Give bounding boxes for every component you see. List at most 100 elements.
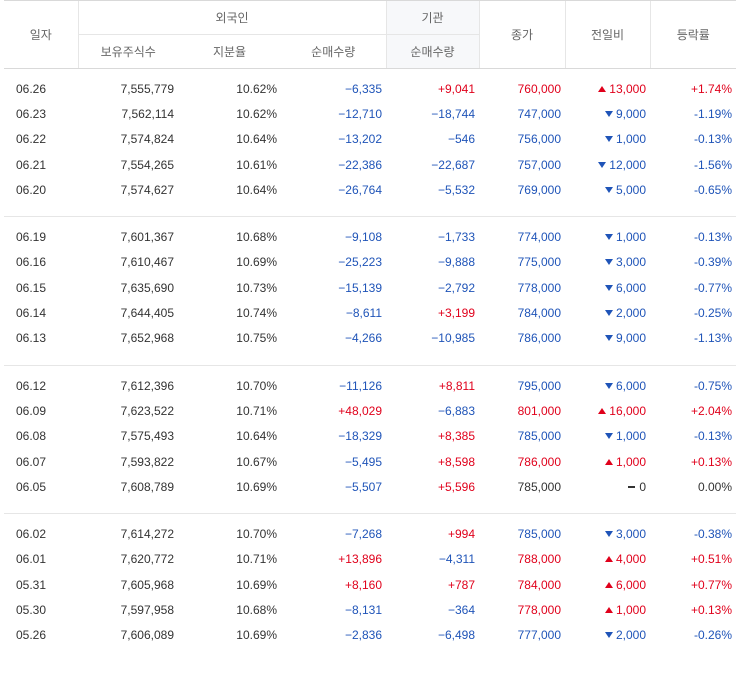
triangle-up-icon (604, 556, 613, 563)
foreign-net-cell: −5,507 (344, 479, 382, 494)
foreign-net-cell: +8,160 (344, 577, 382, 592)
change-cell: 1,000 (565, 449, 650, 474)
change-value: 4,000 (615, 552, 646, 567)
close-cell: 747,000 (517, 106, 561, 121)
triangle-down-icon (604, 531, 613, 538)
change-value: 2,000 (615, 306, 646, 321)
inst-net-cell: −6,498 (437, 628, 475, 643)
share-cell: 10.70% (236, 527, 277, 542)
date-cell: 06.09 (16, 403, 47, 418)
holdings-cell: 7,574,627 (120, 182, 174, 197)
date-cell: 06.14 (16, 306, 47, 321)
investor-trading-table: 일자 외국인 기관 종가 전일비 등락률 보유주식수 지분율 순매수량 순매수량… (4, 0, 736, 648)
share-cell: 10.71% (236, 403, 277, 418)
table-row: 06.19 7,601,367 10.68% −9,108 −1,733 774,000 1… (4, 224, 736, 249)
date-cell: 06.02 (16, 527, 47, 542)
group-divider (4, 499, 736, 515)
date-cell: 06.07 (16, 454, 47, 469)
change-cell: 13,000 (565, 76, 650, 101)
share-cell: 10.71% (236, 552, 277, 567)
rate-cell: +0.13% (690, 454, 732, 469)
table-row: 06.15 7,635,690 10.73% −15,139 −2,792 778,000… (4, 275, 736, 300)
table-row: 06.02 7,614,272 10.70% −7,268 +994 785,000 3,0… (4, 521, 736, 546)
change-value: 6,000 (615, 378, 646, 393)
share-cell: 10.68% (236, 602, 277, 617)
triangle-up-icon (604, 581, 613, 588)
inst-net-cell: +994 (447, 527, 475, 542)
inst-net-cell: −5,532 (437, 182, 475, 197)
triangle-down-icon (604, 632, 613, 639)
foreign-net-cell: +48,029 (338, 403, 382, 418)
date-cell: 06.12 (16, 378, 47, 393)
date-cell: 05.31 (16, 577, 47, 592)
change-cell: 5,000 (565, 177, 650, 202)
date-cell: 05.26 (16, 628, 47, 643)
rate-cell: -1.19% (693, 106, 732, 121)
change-cell: 12,000 (565, 152, 650, 177)
holdings-cell: 7,562,114 (121, 106, 175, 121)
triangle-down-icon (604, 136, 613, 143)
holdings-cell: 7,555,779 (120, 81, 174, 96)
rate-cell: -0.13% (693, 132, 732, 147)
close-cell: 801,000 (517, 403, 561, 418)
table-row: 05.30 7,597,958 10.68% −8,131 −364 778,000 1,0… (4, 597, 736, 622)
change-cell: 9,000 (565, 101, 650, 126)
foreign-net-cell: −5,495 (344, 454, 382, 469)
triangle-up-icon (598, 85, 607, 92)
table-row: 06.20 7,574,627 10.64% −26,764 −5,532 769,000… (4, 177, 736, 202)
change-cell: 16,000 (565, 398, 650, 423)
share-cell: 10.68% (236, 230, 277, 245)
foreign-net-cell: −4,266 (344, 331, 382, 346)
triangle-down-icon (604, 335, 613, 342)
table-row: 06.08 7,575,493 10.64% −18,329 +8,385 785,000… (4, 424, 736, 449)
dash-icon (628, 485, 636, 488)
inst-net-cell: −10,985 (431, 331, 475, 346)
close-cell: 785,000 (517, 527, 561, 542)
inst-net-cell: −6,883 (437, 403, 475, 418)
change-value: 1,000 (615, 132, 646, 147)
inst-net-cell: +5,596 (437, 479, 475, 494)
change-value: 6,000 (615, 577, 646, 592)
header-inst-net: 순매수량 (385, 34, 479, 69)
inst-net-cell: +8,385 (437, 429, 475, 444)
triangle-down-icon (604, 310, 613, 317)
rate-cell: -0.75% (693, 378, 732, 393)
foreign-net-cell: −22,386 (338, 157, 382, 172)
table-row: 06.13 7,652,968 10.75% −4,266 −10,985 786,000… (4, 326, 736, 351)
change-value: 3,000 (615, 255, 646, 270)
header-rate: 등락률 (649, 0, 736, 69)
change-value: 16,000 (609, 403, 646, 418)
date-cell: 06.22 (16, 132, 47, 147)
row-spacer (4, 365, 736, 373)
holdings-cell: 7,575,493 (120, 429, 174, 444)
change-value: 1,000 (615, 230, 646, 245)
header-date: 일자 (4, 0, 78, 69)
share-cell: 10.73% (236, 280, 277, 295)
table-row: 06.21 7,554,265 10.61% −22,386 −22,687 757,00… (4, 152, 736, 177)
table-row: 06.16 7,610,467 10.69% −25,223 −9,888 775,000… (4, 250, 736, 275)
rate-cell: -0.39% (693, 255, 732, 270)
rate-cell: -0.65% (693, 182, 732, 197)
change-cell: 3,000 (565, 250, 650, 275)
change-cell: 1,000 (565, 127, 650, 152)
inst-net-cell: −546 (447, 132, 475, 147)
triangle-down-icon (604, 284, 613, 291)
inst-net-cell: −364 (447, 602, 475, 617)
rate-cell: -0.13% (693, 429, 732, 444)
triangle-down-icon (604, 234, 613, 241)
header-holdings: 보유주식수 (77, 34, 178, 69)
share-cell: 10.64% (236, 182, 277, 197)
change-value: 2,000 (615, 628, 646, 643)
foreign-net-cell: −12,710 (338, 106, 382, 121)
rate-cell: +2.04% (690, 403, 732, 418)
table-row: 06.26 7,555,779 10.62% −6,335 +9,041 760,000 1… (4, 76, 736, 101)
share-cell: 10.69% (236, 255, 277, 270)
inst-net-cell: −18,744 (431, 106, 475, 121)
rate-cell: -1.56% (693, 157, 732, 172)
date-cell: 06.23 (16, 106, 47, 121)
holdings-cell: 7,601,367 (120, 230, 174, 245)
close-cell: 769,000 (517, 182, 561, 197)
foreign-net-cell: +13,896 (338, 552, 382, 567)
date-cell: 06.05 (16, 479, 47, 494)
row-spacer (4, 217, 736, 225)
